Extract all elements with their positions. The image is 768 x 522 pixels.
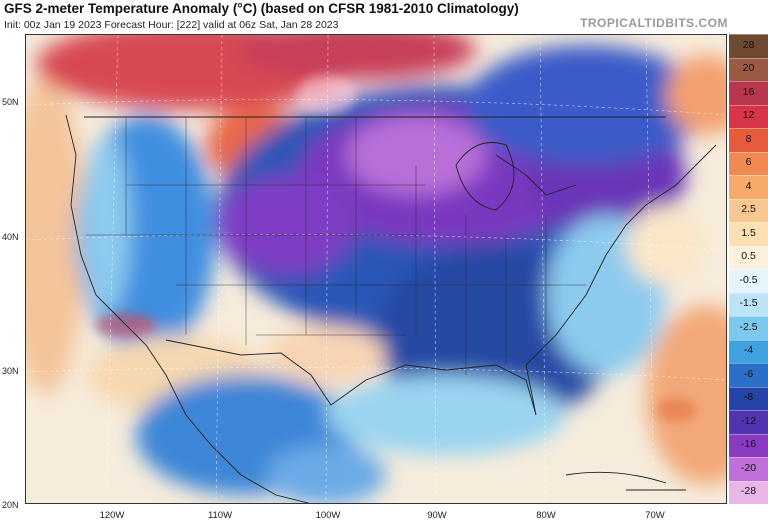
anomaly-field — [26, 35, 726, 503]
lat-label-40n: 40N — [2, 232, 19, 242]
lat-label-30n: 30N — [2, 366, 19, 376]
colorbar-swatch — [729, 292, 768, 316]
colorbar-label: -12 — [740, 414, 757, 427]
colorbar-swatch — [729, 269, 768, 293]
colorbar-label: -4 — [743, 344, 754, 357]
colorbar-label: -2.5 — [739, 320, 758, 333]
colorbar-swatch — [729, 433, 768, 457]
colorbar-label: 20 — [742, 62, 755, 75]
colorbar-label: 16 — [742, 85, 755, 98]
colorbar-label: -8 — [743, 391, 754, 404]
colorbar-swatch — [729, 480, 768, 504]
lon-label-80w: 80W — [536, 510, 556, 521]
colorbar-swatch — [729, 363, 768, 387]
colorbar-label: -0.5 — [739, 273, 758, 286]
colorbar-swatch — [729, 222, 768, 246]
colorbar-swatch — [729, 457, 768, 481]
colorbar-swatch — [729, 128, 768, 152]
colorbar-label: 12 — [742, 109, 755, 122]
lat-label-20n: 20N — [2, 500, 19, 510]
colorbar-label: -28 — [740, 485, 757, 498]
colorbar-swatch — [729, 316, 768, 340]
colorbar-swatch — [729, 151, 768, 175]
colorbar-label: 8 — [745, 132, 752, 145]
colorbar-label: 1.5 — [741, 226, 756, 239]
colorbar-legend: 28 20 16 12 8 6 4 2.5 1.5 0.5 -0.5 -1.5 -2.5 -4 -6 -8 -1… — [729, 34, 768, 504]
brand-watermark: TROPICALTIDBITS.COM — [580, 16, 728, 30]
lon-label-120w: 120W — [99, 510, 125, 521]
anomaly-map-graphic — [26, 35, 726, 503]
colorbar-label: 6 — [745, 156, 752, 169]
state-borders — [86, 117, 586, 375]
colorbar-label: -16 — [740, 438, 757, 451]
map-subtitle: Init: 00z Jan 19 2023 Forecast Hour: [22… — [4, 19, 339, 31]
colorbar-swatch — [729, 34, 768, 58]
colorbar-label: -6 — [743, 367, 754, 380]
lon-label-90w: 90W — [427, 510, 447, 521]
map-title: GFS 2-meter Temperature Anomaly (°C) (ba… — [4, 1, 519, 16]
colorbar-swatch — [729, 81, 768, 105]
colorbar-swatch — [729, 104, 768, 128]
colorbar-label: 4 — [745, 179, 752, 192]
coastlines — [65, 114, 717, 503]
colorbar-swatch — [729, 339, 768, 363]
colorbar-label: 2.5 — [741, 203, 756, 216]
colorbar-label: -1.5 — [739, 297, 758, 310]
colorbar-swatch — [729, 245, 768, 269]
anomaly-map — [25, 34, 727, 504]
colorbar-label: -20 — [740, 461, 757, 474]
colorbar-swatch — [729, 198, 768, 222]
lat-label-50n: 50N — [2, 97, 19, 107]
lon-label-110w: 110W — [207, 510, 233, 521]
colorbar-label: 28 — [742, 38, 755, 51]
colorbar-swatch — [729, 410, 768, 434]
colorbar-label: 0.5 — [741, 250, 756, 263]
colorbar-swatch — [729, 386, 768, 410]
lon-label-70w: 70W — [645, 510, 665, 521]
colorbar-swatch — [729, 175, 768, 199]
lon-label-100w: 100W — [315, 510, 341, 521]
colorbar-swatch — [729, 57, 768, 81]
